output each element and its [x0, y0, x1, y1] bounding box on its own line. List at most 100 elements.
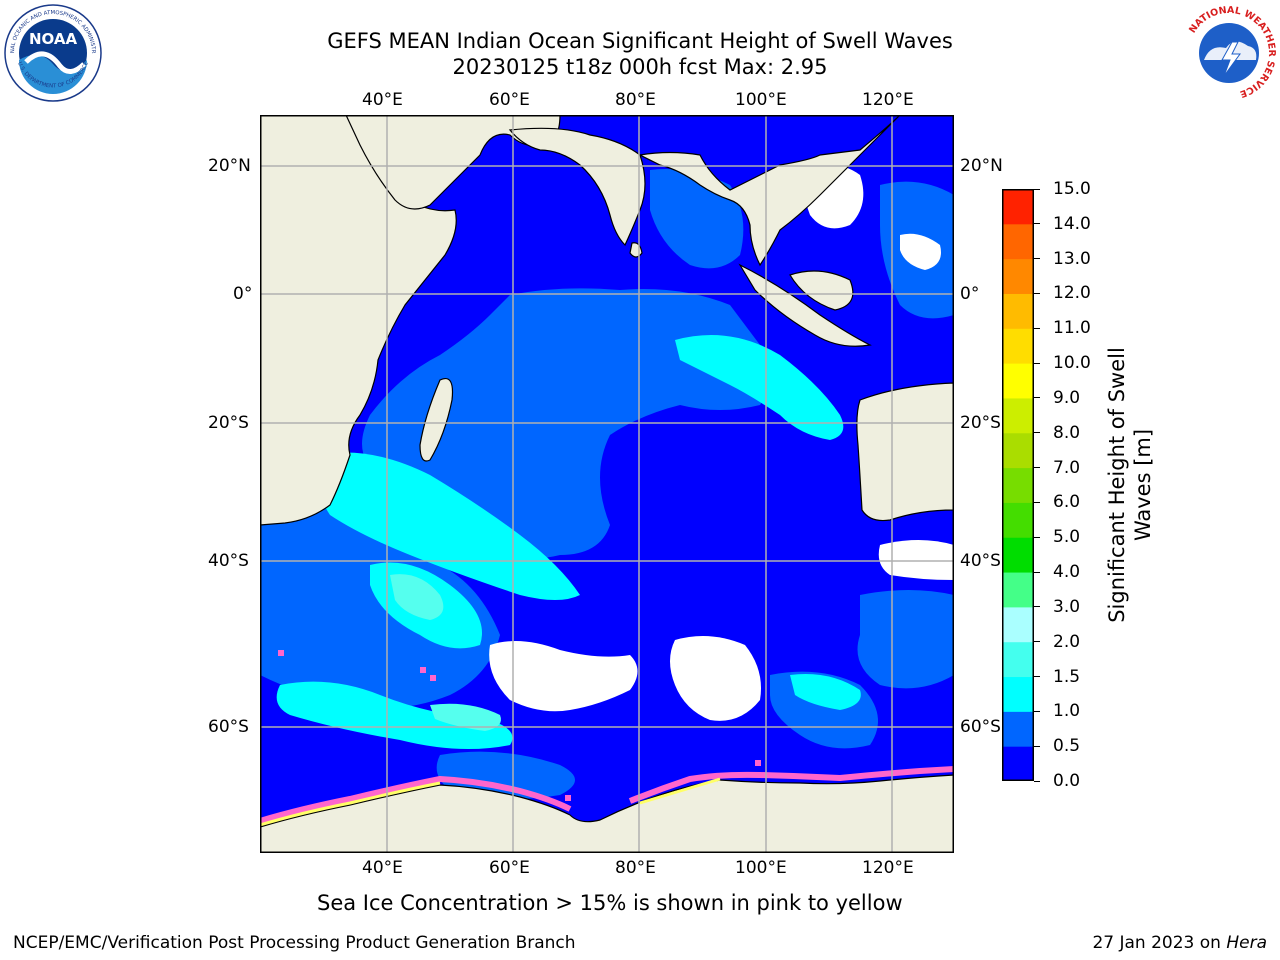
footer-date-text: 27 Jan 2023 on [1092, 933, 1227, 953]
colorbar-tick-label: 13.0 [1053, 248, 1091, 269]
colorbar-segment [1002, 676, 1034, 712]
colorbar-segment [1002, 467, 1034, 503]
colorbar-tick-label: 1.0 [1053, 701, 1081, 722]
lat-label-right-0: 0° [960, 284, 980, 304]
lon-label-top-60e: 60°E [489, 90, 530, 110]
lat-label-left-20n: 20°N [208, 156, 251, 176]
colorbar-tick-label: 11.0 [1053, 318, 1091, 339]
colorbar-frame [1002, 189, 1034, 781]
colorbar-tick-mark [1034, 501, 1040, 503]
sea-ice-margin [259, 650, 955, 827]
colorbar-tick-mark [1034, 188, 1040, 190]
colorbar-tick-label: 4.0 [1053, 562, 1081, 583]
colorbar-tick-label: 7.0 [1053, 457, 1081, 478]
colorbar-segment [1002, 432, 1034, 469]
map-frame [260, 115, 954, 853]
lat-label-right-60s: 60°S [960, 717, 1001, 737]
colorbar-tick-mark [1034, 362, 1040, 364]
colorbar-tick-mark [1034, 641, 1040, 643]
australia [856, 382, 955, 522]
lon-label-bottom-120e: 120°E [862, 858, 914, 878]
colorbar-tick-label: 0.0 [1053, 771, 1081, 791]
colorbar-segment [1002, 293, 1034, 329]
no-data-patches [489, 163, 954, 721]
nws-logo: NATIONAL WEATHER SERVICE [1180, 4, 1278, 102]
lon-label-bottom-60e: 60°E [489, 858, 530, 878]
colorbar-tick-mark [1034, 292, 1040, 294]
lon-label-top-120e: 120°E [862, 90, 914, 110]
colorbar-segment [1002, 363, 1034, 399]
colorbar-tick-label: 14.0 [1053, 213, 1091, 234]
lat-label-right-40s: 40°S [960, 551, 1001, 571]
colorbar-tick-mark [1034, 258, 1040, 260]
footer-organization: NCEP/EMC/Verification Post Processing Pr… [13, 933, 576, 953]
colorbar-tick-mark [1034, 467, 1040, 469]
borneo [789, 270, 854, 311]
colorbar-tick-label: 5.0 [1053, 527, 1081, 548]
lat-label-left-0: 0° [233, 284, 253, 304]
colorbar-tick-mark [1034, 606, 1040, 608]
swell-1p5-2m [390, 574, 501, 731]
colorbar-tick-label: 12.0 [1053, 283, 1091, 304]
colorbar-tick-label: 9.0 [1053, 387, 1081, 408]
colorbar-tick-mark [1034, 223, 1040, 225]
lon-label-top-80e: 80°E [615, 90, 656, 110]
colorbar-tick-mark [1034, 710, 1040, 712]
colorbar-label-line1: Significant Height of Swell [1105, 347, 1129, 623]
lon-label-top-40e: 40°E [362, 90, 403, 110]
footer-date: 27 Jan 2023 on Hera [1092, 932, 1267, 954]
lat-label-right-20n: 20°N [960, 156, 1003, 176]
colorbar-tick-label: 0.5 [1053, 736, 1081, 757]
map-panel [259, 114, 955, 854]
colorbar-tick-label: 2.0 [1053, 631, 1081, 652]
colorbar-segment [1002, 572, 1034, 608]
colorbar-segment [1002, 189, 1034, 225]
southeast-asia [638, 114, 954, 267]
noaa-logo: NOAA NATIONAL OCEANIC AND ATMOSPHERIC AD… [1, 0, 102, 102]
colorbar-svg [1002, 189, 1034, 782]
colorbar-tick-label: 10.0 [1053, 353, 1091, 374]
colorbar-tick-label: 1.5 [1053, 666, 1081, 687]
lon-label-bottom-80e: 80°E [615, 858, 656, 878]
lon-label-bottom-40e: 40°E [362, 858, 403, 878]
colorbar-segment [1002, 606, 1034, 643]
footer-machine: Hera [1226, 933, 1267, 953]
colorbar-tick-mark [1034, 780, 1040, 782]
colorbar-tick-label: 15.0 [1053, 179, 1091, 199]
colorbar-segment [1002, 746, 1034, 782]
colorbar-tick-label: 6.0 [1053, 492, 1081, 513]
lat-label-left-60s: 60°S [208, 717, 249, 737]
colorbar-label-line2: Waves [m] [1131, 428, 1155, 542]
lat-label-left-20s: 20°S [208, 413, 249, 433]
colorbar-tick-mark [1034, 397, 1040, 399]
colorbar-tick-mark [1034, 432, 1040, 434]
antarctica [259, 774, 955, 854]
colorbar-segment [1002, 223, 1034, 260]
colorbar [1002, 189, 1034, 782]
colorbar-tick-mark [1034, 745, 1040, 747]
colorbar-segment [1002, 537, 1034, 573]
colorbar-segment [1002, 328, 1034, 364]
lon-label-bottom-100e: 100°E [735, 858, 787, 878]
sea-ice-annotation: Sea Ice Concentration > 15% is shown in … [317, 891, 903, 915]
colorbar-tick-label: 8.0 [1053, 422, 1081, 443]
colorbar-segment [1002, 502, 1034, 538]
colorbar-tick-mark [1034, 676, 1040, 678]
noaa-text: NOAA [29, 30, 78, 48]
colorbar-segment [1002, 711, 1034, 747]
colorbar-tick-label: 3.0 [1053, 596, 1081, 617]
colorbar-segment [1002, 397, 1034, 434]
colorbar-segment [1002, 258, 1034, 294]
chart-title: GEFS MEAN Indian Ocean Significant Heigh… [327, 29, 953, 53]
colorbar-tick-mark [1034, 571, 1040, 573]
lon-label-top-100e: 100°E [735, 90, 787, 110]
map-svg [259, 114, 955, 854]
colorbar-tick-mark [1034, 327, 1040, 329]
lat-label-right-20s: 20°S [960, 413, 1001, 433]
india [508, 127, 646, 247]
graticule [260, 115, 954, 853]
madagascar [419, 378, 454, 462]
colorbar-tick-mark [1034, 536, 1040, 538]
lat-label-left-40s: 40°S [208, 551, 249, 571]
chart-subtitle: 20230125 t18z 000h fcst Max: 2.95 [452, 55, 828, 79]
